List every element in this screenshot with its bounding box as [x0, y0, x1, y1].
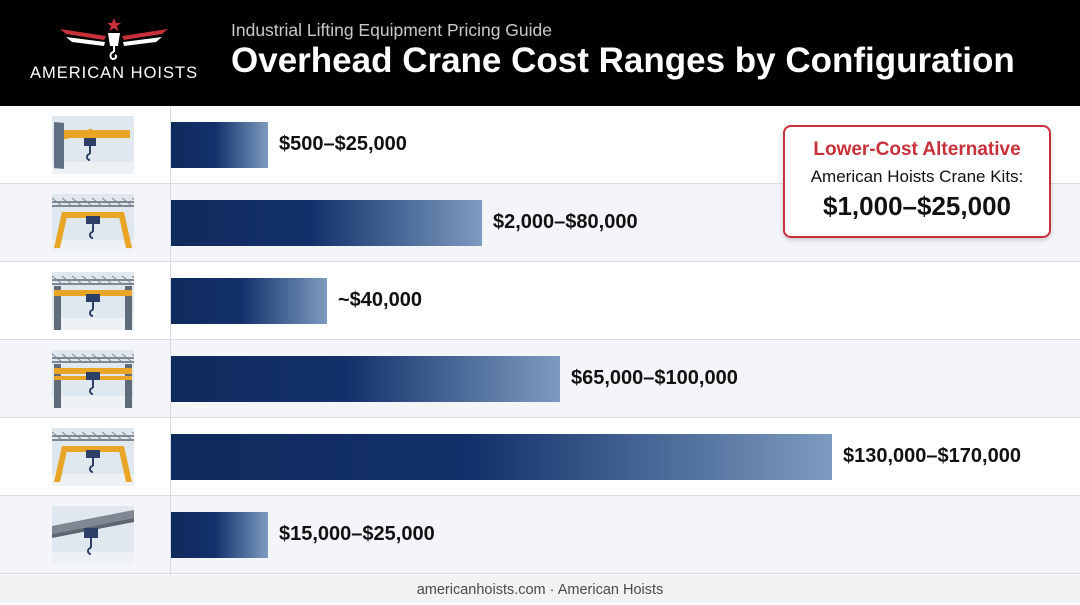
monorail-hoist-icon [52, 506, 134, 564]
data-label: $65,000–$100,000 [571, 367, 738, 389]
data-label: $15,000–$25,000 [279, 523, 435, 545]
logo-text: AMERICAN HOISTS [30, 64, 199, 82]
brand-logo: AMERICAN HOISTS [22, 14, 207, 94]
page-subtitle: Industrial Lifting Equipment Pricing Gui… [231, 20, 553, 40]
lower-cost-callout: Lower-Cost Alternative American Hoists C… [783, 125, 1051, 238]
callout-value: $1,000–$25,000 [823, 191, 1011, 221]
eagle-wings-icon [60, 18, 168, 61]
callout-title: Lower-Cost Alternative [813, 139, 1021, 160]
chart-row: $65,000–$100,000 [0, 340, 1080, 418]
callout-line: American Hoists Crane Kits: [810, 167, 1024, 186]
data-label: $2,000–$80,000 [493, 211, 638, 233]
jib-crane-icon [52, 116, 134, 174]
icon-column-divider [170, 106, 171, 575]
gantry-crane-icon [51, 194, 143, 252]
footer: americanhoists.com · American Hoists [0, 575, 1080, 603]
data-label: $500–$25,000 [279, 133, 407, 155]
large-gantry-crane-icon [51, 428, 143, 486]
page-title: Overhead Crane Cost Ranges by Configurat… [231, 41, 1015, 80]
bar [171, 278, 327, 324]
bar [171, 434, 832, 480]
bar [171, 122, 268, 168]
bar [171, 200, 482, 246]
bar [171, 356, 560, 402]
data-label: $130,000–$170,000 [843, 445, 1021, 467]
single-girder-overhead-crane-icon [51, 272, 143, 330]
chart-row: $15,000–$25,000 [0, 496, 1080, 574]
header-bar: AMERICAN HOISTS Industrial Lifting Equip… [0, 0, 1080, 106]
bar [171, 512, 268, 558]
chart-row: $130,000–$170,000 [0, 418, 1080, 496]
chart-row: ~$40,000 [0, 262, 1080, 340]
double-girder-overhead-crane-icon [51, 350, 143, 408]
data-label: ~$40,000 [338, 289, 422, 311]
